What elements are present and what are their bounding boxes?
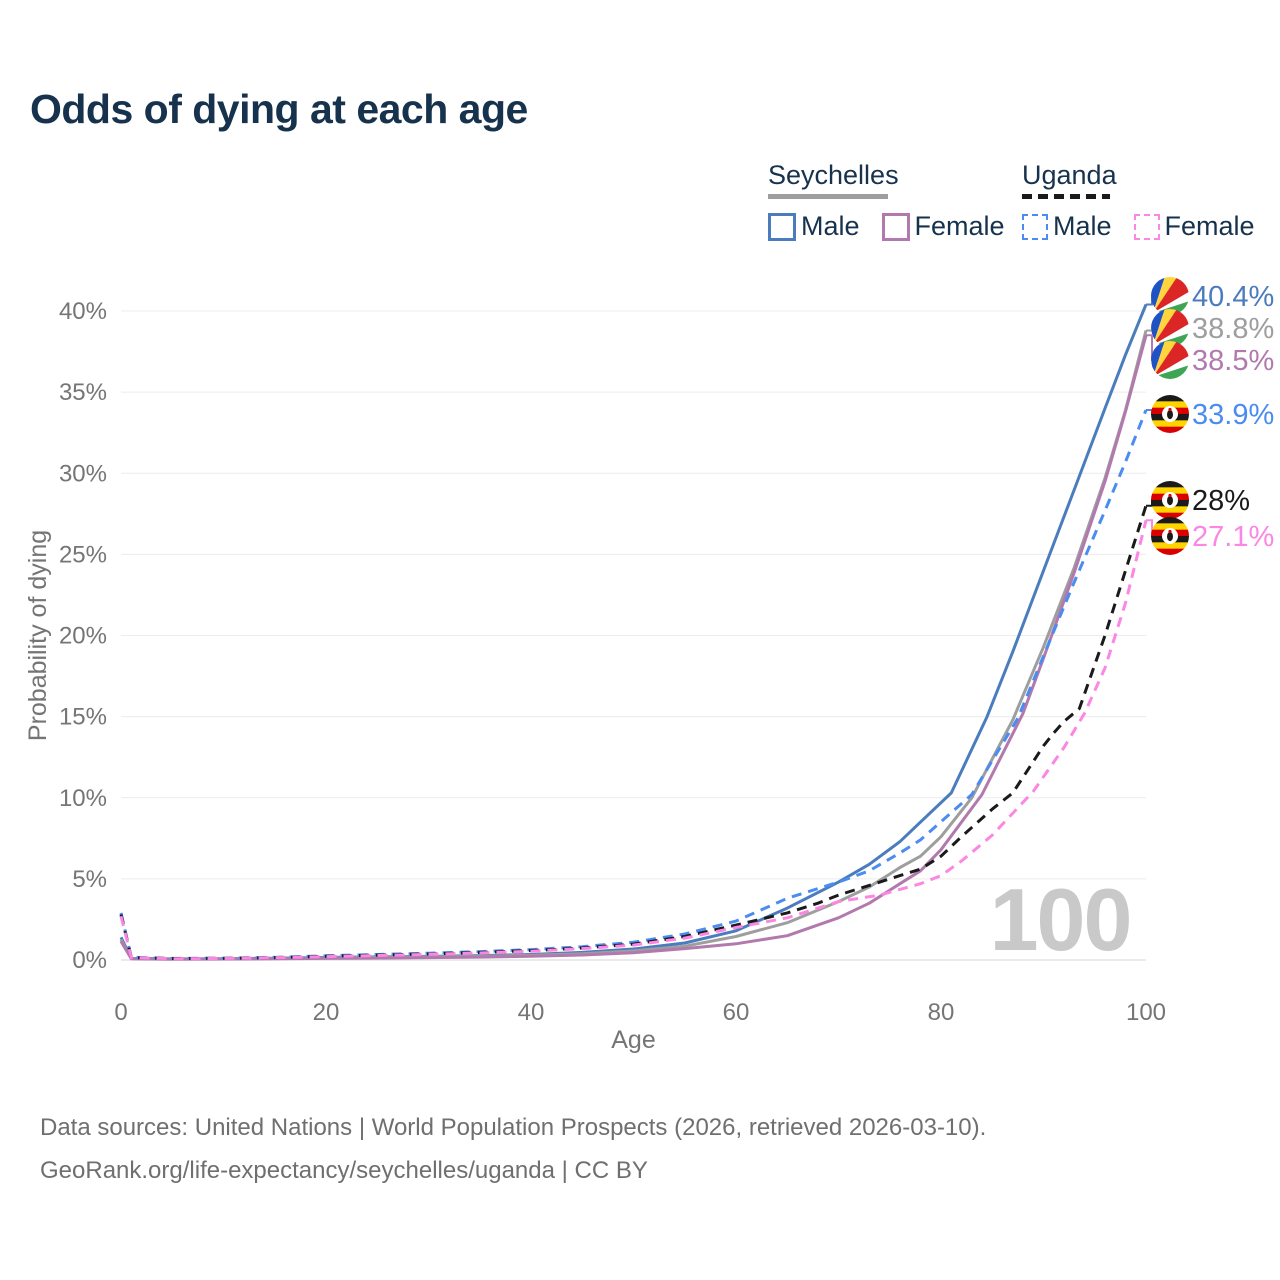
series-line [119, 330, 1148, 961]
page-title: Odds of dying at each age [30, 86, 528, 132]
seychelles-line-swatch [768, 194, 888, 199]
y-tick-label: 0% [72, 947, 107, 974]
legend-group-label: Uganda [1022, 160, 1117, 190]
end-value-label: 38.8% [1192, 313, 1274, 345]
age-watermark: 100 [990, 870, 1131, 969]
uganda-flag-icon [1151, 395, 1189, 433]
y-tick-label: 30% [59, 460, 107, 487]
y-tick-label: 35% [59, 379, 107, 406]
legend-group-label: Seychelles [768, 160, 899, 190]
legend-item-uganda-male[interactable]: Male [1053, 211, 1112, 241]
series-line [119, 519, 1148, 961]
x-tick-label: 20 [313, 999, 340, 1026]
uganda-female-checkbox-icon[interactable] [1133, 213, 1160, 240]
legend-item-seychelles-female[interactable]: Female [914, 211, 1005, 241]
x-axis-title: Age [611, 1026, 655, 1054]
end-value-label: 38.5% [1192, 345, 1274, 377]
end-value-label: 28% [1192, 485, 1250, 517]
y-tick-label: 25% [59, 541, 107, 568]
legend-group-uganda: Uganda Male Female [1022, 160, 1277, 242]
y-tick-label: 15% [59, 704, 107, 731]
x-tick-label: 60 [723, 999, 750, 1026]
y-tick-label: 10% [59, 785, 107, 812]
series-line [119, 334, 1148, 961]
x-tick-label: 0 [114, 999, 127, 1026]
end-value-label: 33.9% [1192, 399, 1274, 431]
y-tick-label: 20% [59, 623, 107, 650]
series-line [119, 303, 1148, 961]
uganda-flag-icon [1151, 481, 1189, 519]
seychelles-flag-icon [1151, 277, 1189, 315]
x-tick-label: 80 [928, 999, 955, 1026]
uganda-male-checkbox-icon[interactable] [1022, 213, 1048, 240]
legend-item-uganda-female[interactable]: Female [1164, 211, 1255, 241]
legend-item-seychelles-male[interactable]: Male [801, 211, 860, 241]
y-axis-title: Probability of dying [24, 530, 52, 741]
seychelles-male-checkbox-icon[interactable] [768, 212, 796, 241]
end-value-label: 27.1% [1192, 521, 1274, 553]
footer-attribution: GeoRank.org/life-expectancy/seychelles/u… [40, 1157, 648, 1184]
series-line [119, 505, 1148, 960]
footer: Data sources: United Nations | World Pop… [40, 1106, 986, 1192]
uganda-flag-icon [1151, 517, 1189, 555]
seychelles-flag-icon [1151, 341, 1189, 379]
uganda-line-swatch [1022, 194, 1110, 199]
footer-data-sources: Data sources: United Nations | World Pop… [40, 1114, 987, 1141]
x-tick-label: 100 [1126, 999, 1166, 1026]
end-value-label: 40.4% [1192, 281, 1274, 313]
seychelles-female-checkbox-icon[interactable] [881, 212, 910, 241]
x-tick-label: 40 [518, 999, 545, 1026]
y-tick-label: 5% [72, 866, 107, 893]
y-tick-label: 40% [59, 298, 107, 325]
legend-group-seychelles: Seychelles Male Female [768, 160, 1027, 242]
